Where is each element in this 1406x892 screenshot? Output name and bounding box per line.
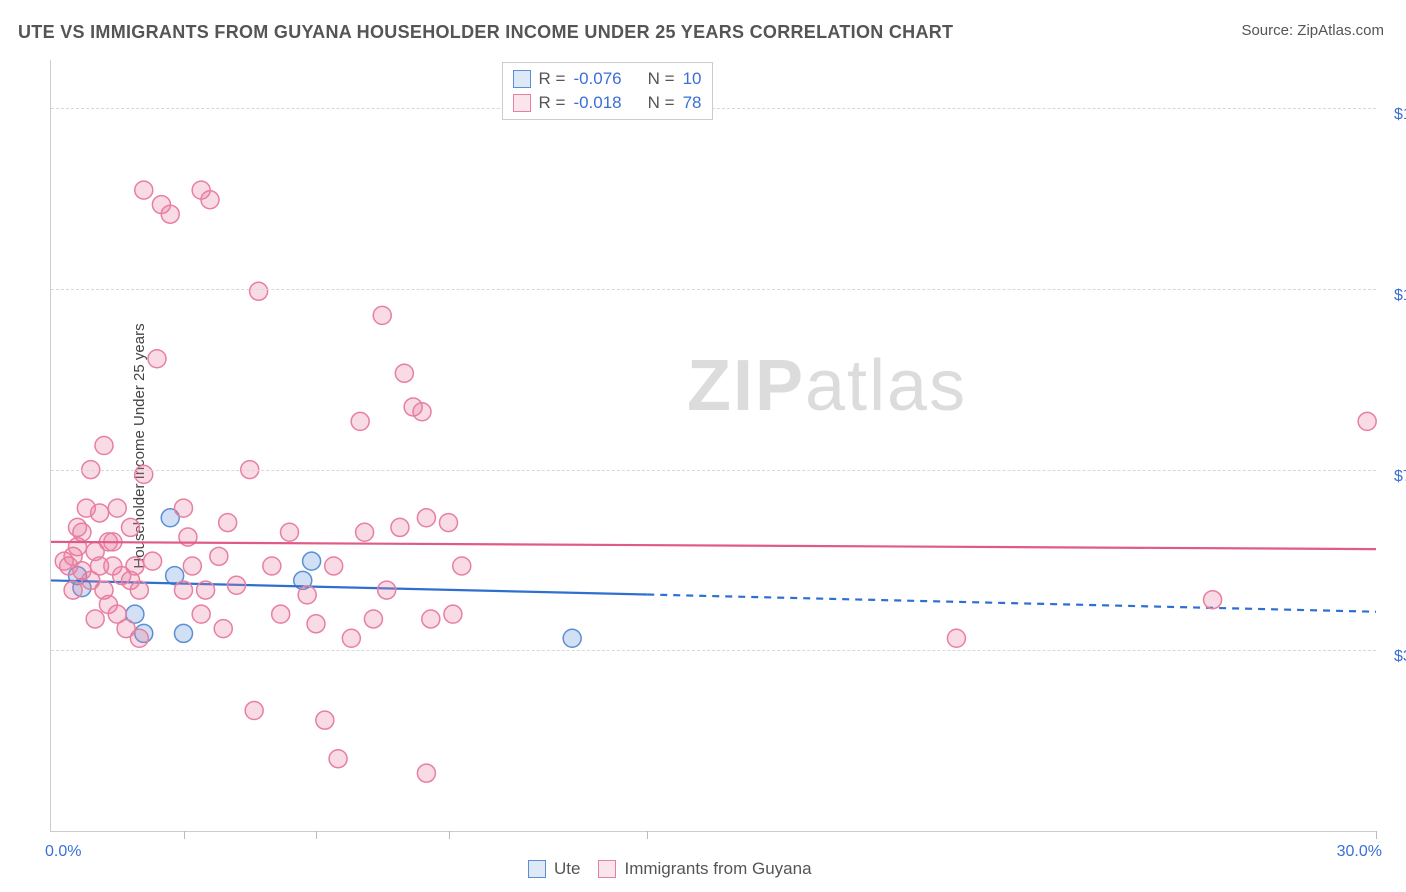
guyana-point xyxy=(73,562,91,580)
guyana-point xyxy=(1204,591,1222,609)
legend-series-label: Ute xyxy=(554,859,580,879)
ute-point xyxy=(563,629,581,647)
guyana-point xyxy=(1358,412,1376,430)
guyana-point xyxy=(135,181,153,199)
y-tick-label: $75,000 xyxy=(1394,468,1406,486)
guyana-point xyxy=(201,191,219,209)
legend-row-guyana: R = -0.018 N = 78 xyxy=(513,91,702,115)
x-tick xyxy=(1376,831,1377,839)
x-tick xyxy=(647,831,648,839)
guyana-point xyxy=(298,586,316,604)
ute-regression-line-dashed xyxy=(647,595,1376,612)
guyana-point xyxy=(325,557,343,575)
x-tick xyxy=(449,831,450,839)
x-tick xyxy=(316,831,317,839)
chart-svg xyxy=(51,60,1376,831)
legend-item-ute: Ute xyxy=(528,859,580,879)
y-tick-label: $37,500 xyxy=(1394,648,1406,666)
x-axis-start-label: 0.0% xyxy=(45,843,81,861)
guyana-point xyxy=(197,581,215,599)
guyana-point xyxy=(453,557,471,575)
series-legend: Ute Immigrants from Guyana xyxy=(528,859,812,879)
guyana-point xyxy=(422,610,440,628)
guyana-point xyxy=(281,523,299,541)
legend-n-label: N = xyxy=(648,93,675,113)
legend-swatch xyxy=(528,860,546,878)
guyana-point xyxy=(175,581,193,599)
guyana-point xyxy=(364,610,382,628)
correlation-legend: R = -0.076 N = 10 R = -0.018 N = 78 xyxy=(502,62,713,120)
guyana-point xyxy=(395,364,413,382)
guyana-point xyxy=(245,702,263,720)
legend-n-value: 78 xyxy=(683,93,702,113)
guyana-point xyxy=(122,518,140,536)
legend-r-label: R = xyxy=(539,69,566,89)
x-tick xyxy=(184,831,185,839)
guyana-point xyxy=(210,547,228,565)
guyana-point xyxy=(413,403,431,421)
guyana-point xyxy=(947,629,965,647)
guyana-point xyxy=(183,557,201,575)
legend-n-value: 10 xyxy=(683,69,702,89)
legend-series-label: Immigrants from Guyana xyxy=(624,859,811,879)
y-tick-label: $150,000 xyxy=(1394,106,1406,124)
source-text: Source: ZipAtlas.com xyxy=(1241,22,1384,39)
guyana-point xyxy=(219,514,237,532)
legend-item-guyana: Immigrants from Guyana xyxy=(598,859,811,879)
guyana-point xyxy=(351,412,369,430)
guyana-point xyxy=(69,518,87,536)
legend-r-value: -0.076 xyxy=(573,69,621,89)
guyana-point xyxy=(378,581,396,599)
guyana-point xyxy=(122,571,140,589)
guyana-point xyxy=(263,557,281,575)
plot-area: Householder Income Under 25 years ZIPatl… xyxy=(50,60,1376,832)
gridline xyxy=(51,108,1376,109)
guyana-point xyxy=(307,615,325,633)
guyana-regression-line xyxy=(51,542,1376,549)
guyana-point xyxy=(130,629,148,647)
guyana-point xyxy=(250,282,268,300)
guyana-point xyxy=(64,581,82,599)
guyana-point xyxy=(373,306,391,324)
guyana-point xyxy=(440,514,458,532)
x-axis-end-label: 30.0% xyxy=(1337,843,1382,861)
guyana-point xyxy=(417,509,435,527)
legend-row-ute: R = -0.076 N = 10 xyxy=(513,67,702,91)
guyana-point xyxy=(192,605,210,623)
guyana-point xyxy=(342,629,360,647)
guyana-point xyxy=(144,552,162,570)
guyana-point xyxy=(391,518,409,536)
guyana-point xyxy=(95,437,113,455)
legend-swatch xyxy=(513,94,531,112)
guyana-point xyxy=(356,523,374,541)
guyana-point xyxy=(417,764,435,782)
y-tick-label: $112,500 xyxy=(1394,287,1406,305)
chart-title: UTE VS IMMIGRANTS FROM GUYANA HOUSEHOLDE… xyxy=(18,22,953,43)
ute-point xyxy=(175,624,193,642)
guyana-point xyxy=(214,620,232,638)
legend-swatch xyxy=(513,70,531,88)
legend-r-value: -0.018 xyxy=(573,93,621,113)
gridline xyxy=(51,470,1376,471)
ute-point xyxy=(303,552,321,570)
guyana-point xyxy=(91,504,109,522)
guyana-point xyxy=(175,499,193,517)
guyana-point xyxy=(86,610,104,628)
guyana-point xyxy=(108,499,126,517)
legend-r-label: R = xyxy=(539,93,566,113)
guyana-point xyxy=(316,711,334,729)
guyana-point xyxy=(329,750,347,768)
legend-swatch xyxy=(598,860,616,878)
guyana-point xyxy=(148,350,166,368)
guyana-point xyxy=(444,605,462,623)
legend-n-label: N = xyxy=(648,69,675,89)
guyana-point xyxy=(272,605,290,623)
guyana-point xyxy=(135,465,153,483)
guyana-point xyxy=(161,205,179,223)
guyana-point xyxy=(228,576,246,594)
gridline xyxy=(51,289,1376,290)
gridline xyxy=(51,650,1376,651)
